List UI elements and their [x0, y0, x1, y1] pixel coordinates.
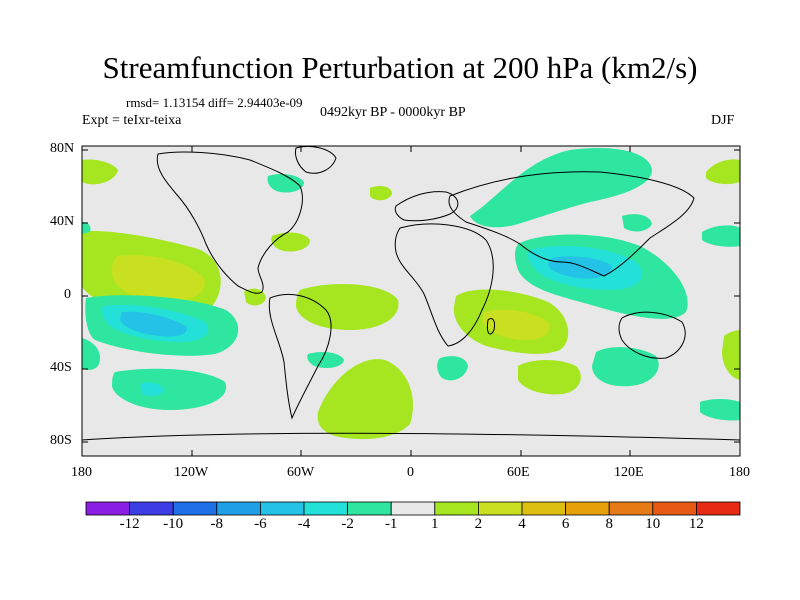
colorbar-swatch: [565, 501, 610, 516]
anomaly-negative-region: [267, 174, 304, 193]
colorbar-swatch: [347, 501, 392, 516]
colorbar-swatch: [172, 501, 218, 516]
anomaly-contours: [82, 146, 740, 441]
period-label: 0492kyr BP - 0000kyr BP: [320, 105, 466, 120]
anomaly-negative-region: [140, 382, 164, 397]
anomaly-positive-region: [317, 359, 413, 440]
anomaly-negative-region: [592, 347, 659, 387]
anomaly-positive-region: [271, 232, 310, 252]
anomaly-positive-region: [482, 309, 550, 341]
lat-tick-label: 80S: [50, 433, 72, 448]
colorbar-swatch: [390, 501, 436, 516]
anomaly-positive-region: [370, 186, 392, 201]
colorbar-label: -4: [297, 516, 311, 532]
lon-tick-label: 120W: [174, 465, 209, 480]
colorbar-label: -6: [254, 516, 267, 532]
colorbar-swatch: [216, 501, 261, 516]
colorbar-label: 6: [561, 516, 570, 532]
anomaly-positive-region: [296, 284, 399, 330]
anomaly-negative-region: [112, 368, 227, 410]
anomaly-negative-region: [470, 148, 652, 228]
anomaly-negative-region: [82, 338, 101, 370]
colorbar-label: -1: [384, 516, 398, 532]
anomaly-negative-region: [622, 214, 652, 232]
lat-tick-label: 40N: [50, 214, 75, 229]
colorbar-label: -12: [119, 516, 140, 532]
colorbar-swatch: [696, 501, 741, 516]
anomaly-negative-region: [700, 399, 740, 421]
anomaly-negative-region: [437, 356, 468, 381]
colorbar-swatch: [608, 501, 654, 516]
colorbar-label: -10: [163, 516, 184, 532]
anomaly-positive-region: [722, 330, 740, 380]
axis-ticks: [81, 146, 741, 456]
lon-tick-label: 180: [729, 465, 750, 480]
colorbar-swatch: [477, 501, 523, 516]
colorbar-label: -2: [341, 516, 354, 532]
experiment-label: Expt = teIxr-teixa: [82, 113, 182, 128]
anomaly-negative-region: [702, 225, 740, 247]
lon-tick-label: 180: [71, 465, 92, 480]
lon-tick-label: 60W: [287, 465, 315, 480]
lon-tick-label: 0: [407, 465, 414, 480]
lon-tick-label: 60E: [507, 465, 530, 480]
rmsd-stats: rmsd= 1.13154 diff= 2.94403e-09: [126, 95, 303, 110]
lat-tick-label: 40S: [50, 360, 72, 375]
lat-tick-label: 80N: [50, 141, 75, 156]
colorbar-label: 8: [605, 516, 613, 532]
colorbar-swatch: [85, 501, 130, 516]
colorbar-label: -8: [210, 516, 224, 532]
lon-tick-label: 120E: [614, 465, 644, 480]
colorbar-swatch: [259, 501, 305, 516]
anomaly-positive-region: [706, 159, 740, 185]
colorbar-label: 2: [474, 516, 483, 532]
lat-tick-label: 0: [64, 287, 71, 302]
season-label: DJF: [711, 113, 735, 128]
colorbar: [85, 501, 741, 516]
anomaly-positive-region: [518, 360, 581, 395]
colorbar-label: 1: [431, 516, 439, 532]
anomaly-positive-region: [82, 159, 118, 185]
colorbar-swatch: [521, 501, 566, 516]
colorbar-swatch: [129, 501, 174, 516]
anomaly-negative-region: [307, 352, 344, 368]
colorbar-swatch: [434, 501, 479, 516]
colorbar-label: 4: [518, 516, 526, 532]
colorbar-swatch: [652, 501, 697, 516]
anomaly-negative-region: [120, 311, 187, 337]
anomaly-negative-region: [82, 222, 91, 234]
colorbar-label: 10: [645, 516, 661, 532]
colorbar-label: 12: [688, 516, 704, 532]
coastlines: [82, 146, 740, 441]
anomaly-positive-region: [112, 255, 205, 303]
map-title: Streamfunction Perturbation at 200 hPa (…: [102, 50, 698, 85]
colorbar-swatch: [303, 501, 348, 516]
